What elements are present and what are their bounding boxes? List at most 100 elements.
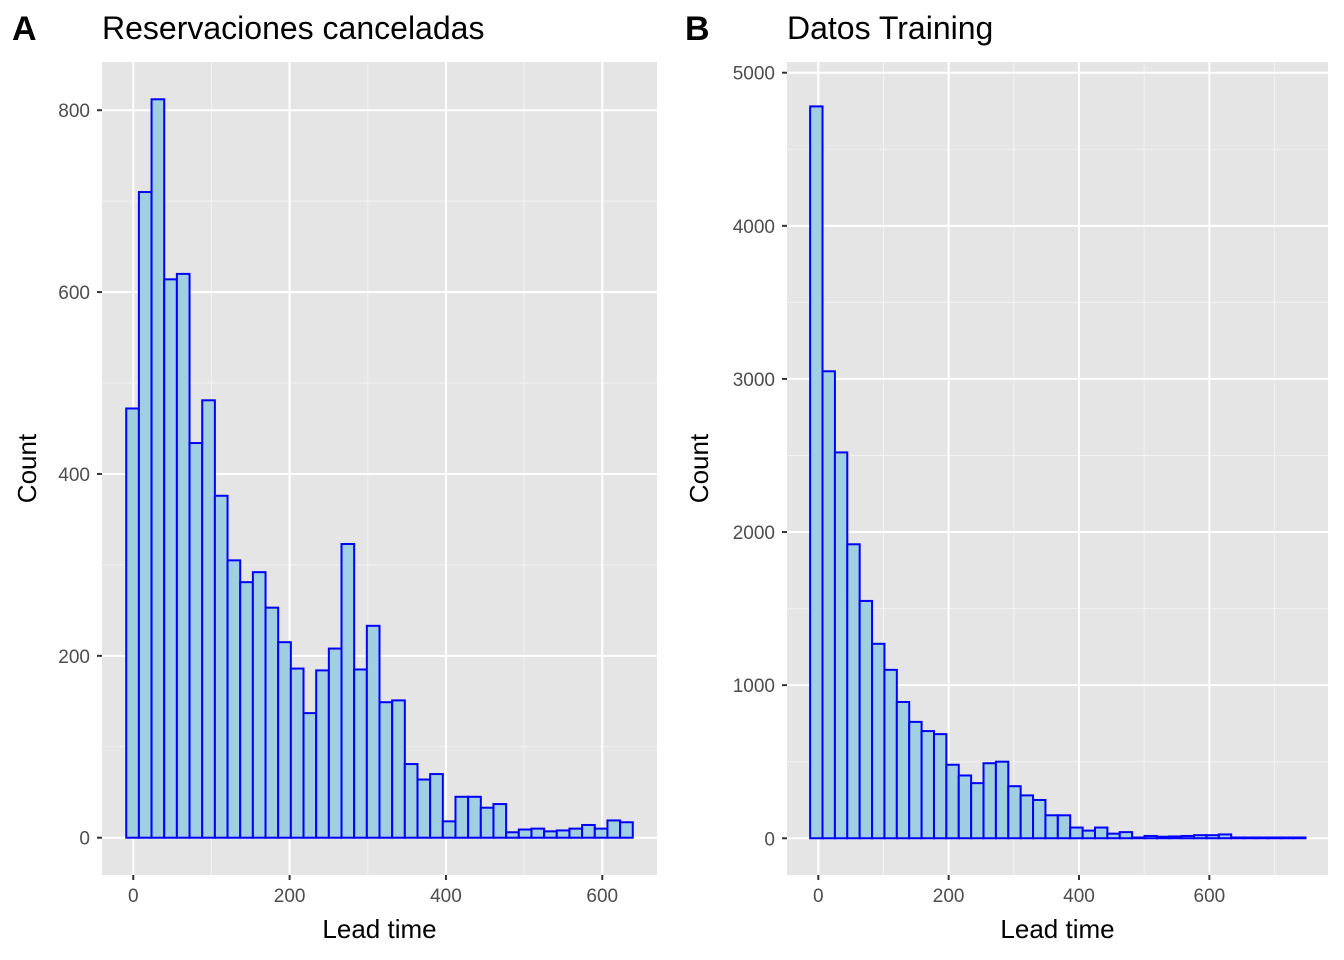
histogram-bar bbox=[251, 571, 267, 839]
histogram-bar bbox=[125, 407, 140, 839]
histogram-bar bbox=[302, 712, 318, 839]
histogram-bar bbox=[833, 451, 849, 840]
histogram-bar bbox=[957, 774, 973, 840]
histogram-bar bbox=[1180, 834, 1196, 840]
x-tick-label: 200 bbox=[933, 886, 965, 907]
histogram-bar bbox=[970, 782, 985, 840]
histogram-bar bbox=[505, 831, 520, 839]
histogram-bar bbox=[175, 272, 191, 839]
histogram-bar bbox=[1217, 833, 1233, 840]
histogram-bar bbox=[1254, 836, 1270, 840]
panel-a: 0 200 400 600 0 200 400 600 800 Lead time Count Res… bbox=[12, 10, 657, 944]
histogram-bar bbox=[492, 803, 508, 839]
histogram-bar bbox=[895, 700, 911, 840]
histogram-bar bbox=[467, 795, 482, 839]
histogram-bar bbox=[340, 542, 356, 839]
histogram-bar bbox=[137, 191, 153, 839]
histogram-bar bbox=[1056, 814, 1072, 840]
histogram-bar bbox=[1168, 835, 1183, 840]
histogram-bar bbox=[555, 829, 571, 839]
histogram-bar bbox=[1032, 798, 1047, 840]
histogram-bar bbox=[479, 806, 495, 839]
panel-title: Reservaciones canceladas bbox=[102, 10, 484, 46]
histogram-bar bbox=[568, 827, 584, 839]
histogram-bar bbox=[982, 762, 997, 840]
histogram-bar bbox=[994, 760, 1010, 840]
y-tick-label: 800 bbox=[58, 101, 90, 122]
histogram-bar bbox=[1118, 831, 1134, 840]
y-tick-label: 2000 bbox=[733, 523, 775, 544]
histogram-bar bbox=[188, 442, 204, 839]
x-axis-label: Lead time bbox=[1000, 914, 1114, 944]
x-axis-label: Lead time bbox=[322, 914, 436, 944]
y-tick-label: 600 bbox=[58, 283, 90, 304]
y-tick-label: 0 bbox=[764, 829, 775, 850]
histogram-bar bbox=[239, 581, 254, 839]
histogram-bar bbox=[429, 773, 444, 839]
histogram-bar bbox=[932, 733, 948, 840]
histogram-bar bbox=[226, 559, 242, 839]
histogram-bar bbox=[391, 699, 406, 839]
histogram-bar bbox=[908, 720, 923, 840]
y-tick-label: 200 bbox=[58, 647, 90, 668]
histogram-bar bbox=[416, 778, 432, 839]
x-tick-label: 400 bbox=[430, 886, 462, 907]
histogram-bar bbox=[543, 830, 558, 839]
histogram-bar bbox=[1155, 835, 1171, 840]
histogram-bar bbox=[327, 647, 343, 839]
histogram-bar bbox=[150, 98, 166, 839]
histogram-bar bbox=[201, 399, 216, 839]
histogram-bar bbox=[213, 494, 229, 839]
histogram-bar bbox=[581, 823, 596, 839]
panel-tag: B bbox=[685, 10, 710, 48]
histogram-bar bbox=[1081, 829, 1096, 840]
y-tick-label: 5000 bbox=[733, 64, 775, 85]
panel-b: 0 200 400 600 0 1000 2000 3000 4000 5000 Lead time… bbox=[684, 10, 1328, 944]
histogram-bar bbox=[619, 821, 634, 839]
histogram-bar bbox=[277, 641, 292, 839]
histogram-bar bbox=[606, 819, 622, 839]
histogram-bar bbox=[1267, 836, 1282, 840]
histogram-bar bbox=[1205, 834, 1220, 840]
histogram-bar bbox=[920, 730, 935, 840]
histogram-bar bbox=[945, 763, 960, 840]
y-tick-label: 1000 bbox=[733, 676, 775, 697]
histogram-bar bbox=[1007, 785, 1022, 840]
histogram-bar bbox=[1279, 836, 1295, 840]
panel-tag: A bbox=[12, 10, 37, 48]
y-tick-label: 4000 bbox=[733, 217, 775, 238]
histogram-bar bbox=[593, 827, 609, 839]
histogram-bar bbox=[1230, 836, 1245, 840]
histogram-bar bbox=[1242, 836, 1257, 840]
panel-title: Datos Training bbox=[787, 10, 993, 46]
histogram-bar bbox=[846, 543, 861, 840]
x-tick-label: 600 bbox=[586, 886, 618, 907]
histogram-bar bbox=[1044, 814, 1059, 840]
histogram-bar bbox=[883, 668, 898, 840]
histogram-bar bbox=[454, 795, 470, 839]
histogram-bar bbox=[530, 827, 546, 839]
histogram-bar bbox=[1019, 794, 1035, 840]
y-tick-label: 400 bbox=[58, 465, 90, 486]
y-axis-label: Count bbox=[12, 433, 42, 503]
histogram-bar bbox=[378, 701, 394, 839]
histogram-bar bbox=[264, 606, 280, 839]
histogram-bar bbox=[1143, 834, 1158, 840]
histogram-bar bbox=[821, 370, 836, 840]
x-tick-label: 0 bbox=[128, 886, 139, 907]
y-tick-label: 3000 bbox=[733, 370, 775, 391]
histogram-bar bbox=[403, 763, 419, 839]
y-tick-label: 0 bbox=[79, 829, 90, 850]
histogram-bar bbox=[1131, 836, 1146, 840]
histogram-bar bbox=[517, 828, 533, 839]
histogram-bar bbox=[1292, 836, 1307, 840]
x-tick-label: 400 bbox=[1063, 886, 1095, 907]
histogram-bar bbox=[315, 669, 330, 839]
x-tick-label: 0 bbox=[813, 886, 824, 907]
histogram-bar bbox=[1106, 832, 1121, 840]
histogram-bar bbox=[871, 642, 886, 840]
x-tick-label: 200 bbox=[274, 886, 306, 907]
histogram-bar bbox=[1069, 826, 1084, 840]
histogram-bar bbox=[365, 624, 381, 839]
